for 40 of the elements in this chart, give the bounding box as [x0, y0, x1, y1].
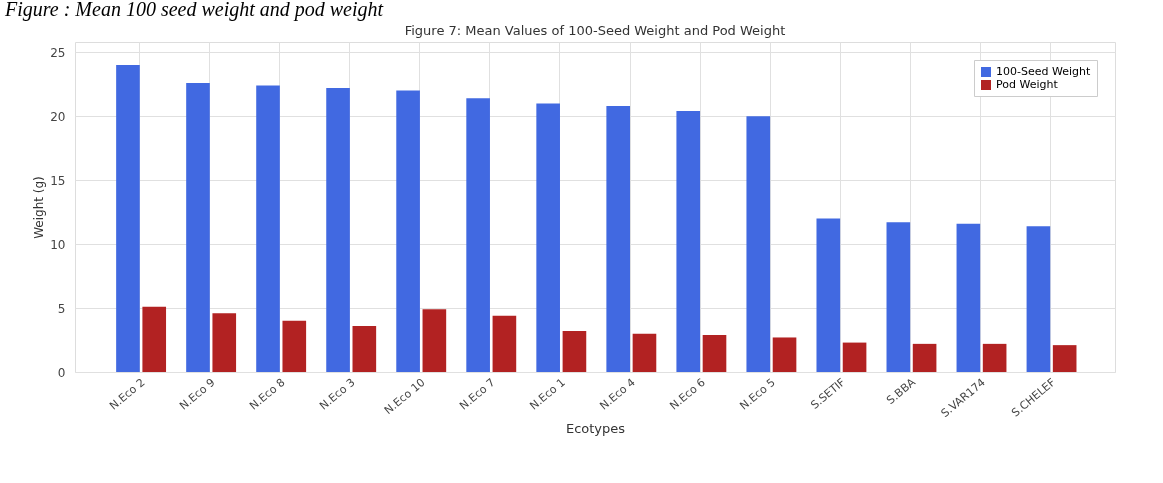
x-axis-title: Ecotypes	[565, 421, 626, 437]
bar	[816, 218, 841, 372]
chart-title: Figure 7: Mean Values of 100-Seed Weight and Pod Weight	[404, 23, 786, 38]
bar	[676, 111, 701, 372]
y-tick-label: 25	[50, 45, 66, 60]
bar	[886, 222, 911, 372]
bar	[422, 309, 447, 372]
bar	[702, 334, 727, 372]
bar	[606, 105, 631, 372]
bar	[492, 315, 517, 372]
bar	[746, 116, 771, 372]
bar	[212, 313, 237, 372]
y-tick-label: 20	[50, 109, 66, 124]
y-tick-label: 15	[50, 173, 66, 188]
y-tick-label: 5	[57, 301, 66, 316]
bar	[562, 331, 587, 372]
bar	[956, 223, 981, 372]
bar	[842, 342, 867, 372]
bar	[466, 98, 490, 372]
bar	[326, 88, 350, 372]
y-tick-label: 0	[57, 365, 66, 380]
bar	[396, 90, 420, 372]
legend-label: Pod Weight	[996, 78, 1059, 91]
bar	[1026, 226, 1051, 372]
y-axis-title: Weight (g)	[32, 176, 47, 239]
bar	[1052, 345, 1077, 372]
legend-label: 100-Seed Weight	[996, 65, 1091, 78]
bar	[772, 337, 797, 372]
bar	[912, 343, 937, 372]
bar	[282, 320, 307, 372]
bar	[982, 343, 1007, 372]
text: Figure : Mean 100 seed weight and pod weight	[4, 0, 384, 21]
bar	[352, 325, 377, 372]
y-tick-label: 10	[50, 237, 66, 252]
bar	[142, 306, 167, 372]
bar	[632, 333, 657, 372]
bar	[116, 65, 140, 372]
bar	[186, 82, 210, 372]
bar	[536, 103, 560, 372]
bar	[256, 85, 280, 372]
